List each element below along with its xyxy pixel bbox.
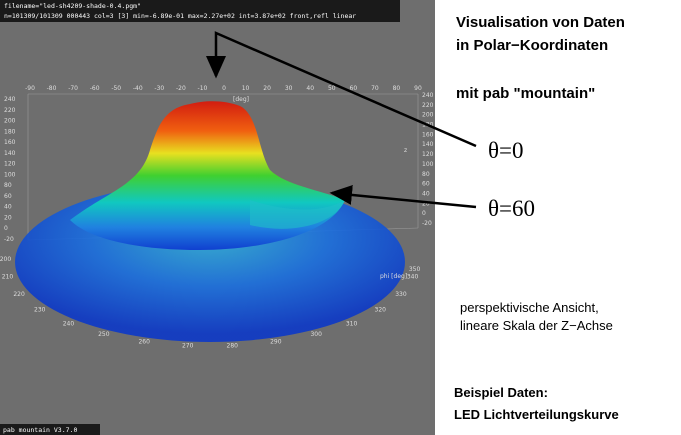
phi-tick-label: 330 — [395, 291, 407, 298]
z-tick-label: 20 — [422, 200, 430, 207]
phi-label: phi [deg] — [380, 273, 407, 280]
theta-tick-label: -40 — [133, 85, 143, 92]
z-tick-label: 80 — [4, 182, 12, 189]
phi-tick-label: 220 — [13, 291, 25, 298]
info-bar — [0, 0, 400, 22]
arrow — [329, 184, 477, 209]
phi-tick-label: 320 — [375, 307, 387, 314]
z-tick-label: 200 — [422, 112, 434, 119]
title-line: in Polar−Koordinaten — [456, 37, 608, 54]
theta-tick-label: 60 — [350, 85, 358, 92]
z-tick-label: 0 — [4, 225, 8, 232]
description: perspektivische Ansicht, — [460, 300, 599, 315]
z-label: z — [404, 147, 407, 154]
phi-tick-label: 270 — [182, 343, 194, 350]
theta-tick-label: -10 — [198, 85, 208, 92]
subtitle: mit pab "mountain" — [456, 85, 595, 102]
theta-tick-label: -30 — [154, 85, 164, 92]
theta-tick-label: -80 — [47, 85, 57, 92]
z-tick-label: 60 — [4, 193, 12, 200]
z-tick-label: 60 — [422, 181, 430, 188]
z-tick-label: 200 — [4, 118, 16, 125]
z-tick-label: -20 — [4, 236, 14, 243]
z-tick-label: -20 — [422, 220, 432, 227]
z-tick-label: 100 — [4, 171, 16, 178]
z-tick-label: 0 — [422, 210, 426, 217]
phi-tick-label: 210 — [2, 274, 14, 281]
theta-tick-label: 10 — [242, 85, 250, 92]
theta-tick-label: 40 — [306, 85, 314, 92]
theta-unit: [deg] — [233, 96, 249, 103]
phi-tick-label: 350 — [409, 266, 421, 273]
z-tick-label: 120 — [422, 151, 434, 158]
theta-tick-label: -90 — [25, 85, 35, 92]
z-tick-label: 20 — [4, 214, 12, 221]
z-tick-label: 100 — [422, 161, 434, 168]
example-name: LED Lichtverteilungskurve — [454, 407, 619, 422]
theta-tick-label: 30 — [285, 85, 293, 92]
theta-tick-label: 70 — [371, 85, 379, 92]
theta-tick-label: 20 — [263, 85, 271, 92]
phi-tick-label: 290 — [270, 339, 282, 346]
phi-tick-label: 240 — [63, 320, 75, 327]
theta-tick-label: -50 — [111, 85, 121, 92]
z-tick-label: 80 — [422, 171, 430, 178]
z-tick-label: 140 — [422, 141, 434, 148]
z-tick-label: 140 — [4, 150, 16, 157]
phi-tick-label: 260 — [138, 339, 150, 346]
theta-tick-label: 0 — [222, 85, 226, 92]
z-tick-label: 160 — [422, 131, 434, 138]
z-tick-label: 220 — [422, 102, 434, 109]
title-line: Visualisation von Daten — [456, 14, 625, 31]
theta-tick-label: -60 — [90, 85, 100, 92]
theta-tick-label: 90 — [414, 85, 422, 92]
filename: filename="led-sh4209-shade-0.4.pgm" — [4, 2, 141, 10]
z-tick-label: 120 — [4, 161, 16, 168]
phi-tick-label: 310 — [346, 320, 358, 327]
z-tick-label: 180 — [4, 128, 16, 135]
example-heading: Beispiel Daten: — [454, 385, 548, 400]
description: lineare Skala der Z−Achse — [460, 318, 613, 333]
annotation: θ=0 — [488, 138, 524, 163]
z-tick-label: 240 — [4, 96, 16, 103]
z-tick-label: 40 — [422, 190, 430, 197]
z-tick-label: 40 — [4, 204, 12, 211]
theta-tick-label: -70 — [68, 85, 78, 92]
z-tick-label: 220 — [4, 107, 16, 114]
annotation: θ=60 — [488, 196, 535, 221]
phi-tick-label: 300 — [310, 331, 322, 338]
z-tick-label: 240 — [422, 92, 434, 99]
arrow — [206, 31, 477, 148]
theta-tick-label: -20 — [176, 85, 186, 92]
phi-tick-label: 230 — [34, 307, 46, 314]
footer-bar — [0, 424, 100, 435]
phi-tick-label: 340 — [407, 274, 419, 281]
phi-tick-label: 280 — [227, 343, 239, 350]
theta-tick-label: 80 — [393, 85, 401, 92]
stats: n=101309/101309 000443 col=3 [3] min=-6.… — [4, 12, 356, 20]
footer: pab mountain V3.7.0 — [3, 426, 77, 434]
phi-tick-label: 200 — [0, 256, 11, 263]
phi-tick-label: 250 — [98, 331, 110, 338]
theta-tick-label: 50 — [328, 85, 336, 92]
z-tick-label: 160 — [4, 139, 16, 146]
shoulder — [250, 200, 345, 229]
